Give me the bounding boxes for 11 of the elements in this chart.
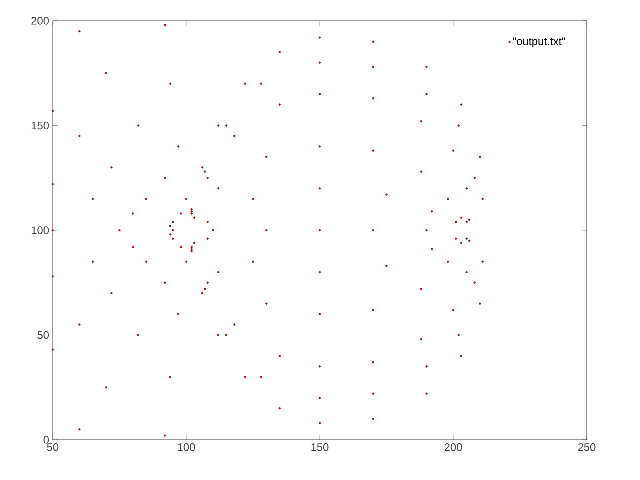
- legend-label: "output.txt": [513, 38, 566, 48]
- y-tick-label: 0: [44, 436, 50, 444]
- x-tick-label: 50: [47, 444, 59, 452]
- y-tick-label: 100: [32, 226, 50, 234]
- y-tick-label: 200: [32, 17, 50, 25]
- x-tick-label: 100: [178, 444, 196, 452]
- x-tick-label: 150: [312, 444, 329, 452]
- y-tick-label: 150: [32, 122, 50, 130]
- x-tick-label: 200: [444, 444, 462, 452]
- x-tick-label: 250: [578, 444, 596, 452]
- y-tick-label: 50: [38, 331, 50, 340]
